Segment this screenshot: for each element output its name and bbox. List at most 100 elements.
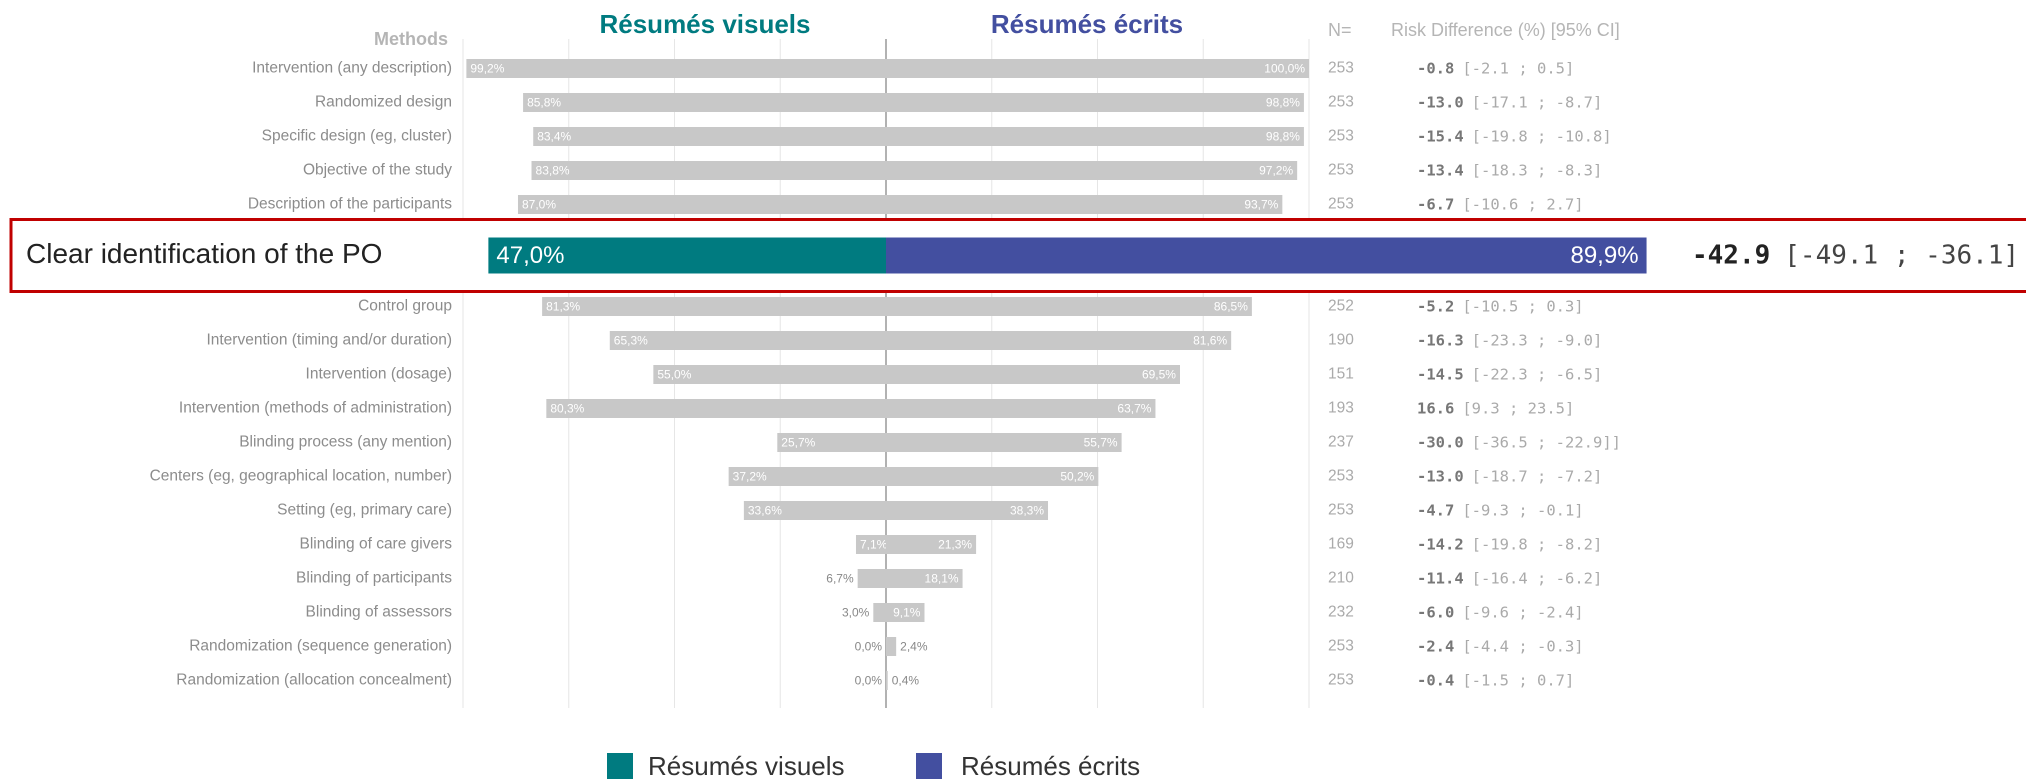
rd-ci: [-22.3 ; -6.5] (1472, 365, 1603, 383)
value-label: 80,3% (550, 402, 584, 416)
bar (886, 127, 1304, 146)
value-label: 100,0% (1264, 62, 1305, 76)
n-value: 237 (1328, 434, 1354, 451)
bar (873, 603, 886, 622)
category-label: Centers (eg, geographical location, numb… (150, 468, 452, 485)
value-label: 98,8% (1266, 130, 1300, 144)
value-label: 0,4% (892, 674, 920, 688)
bar (777, 433, 886, 452)
rd-ci: [-2.1 ; 0.5] (1462, 59, 1574, 77)
value-label: 0,0% (855, 640, 883, 654)
risk-difference: -30.0 [-36.5 ; -22.9]] (1417, 433, 1621, 451)
risk-difference: -0.4 [-1.5 ; 0.7] (1417, 671, 1574, 689)
n-value: 253 (1328, 502, 1354, 519)
bar (466, 59, 886, 78)
bar (523, 93, 886, 112)
value-label: 98,8% (1266, 96, 1300, 110)
category-label: Blinding of care givers (300, 536, 453, 553)
value-label: 81,6% (1193, 334, 1227, 348)
risk-difference: -11.4 [-16.4 ; -6.2] (1417, 569, 1602, 587)
n-value: 253 (1328, 128, 1354, 145)
bar (886, 365, 1180, 384)
rd-ci: [-18.7 ; -7.2] (1472, 467, 1603, 485)
category-label: Specific design (eg, cluster) (262, 128, 452, 145)
value-label: 7,1% (860, 538, 888, 552)
value-label: 9,1% (893, 606, 921, 620)
n-value: 253 (1328, 638, 1354, 655)
bar (488, 237, 886, 274)
value-label: 69,5% (1142, 368, 1176, 382)
n-value: 232 (1328, 604, 1354, 621)
category-label: Randomization (allocation concealment) (176, 672, 452, 689)
category-label: Randomized design (315, 94, 452, 111)
rd-value: 16.6 (1417, 399, 1454, 417)
bar (886, 59, 1309, 78)
n-value: 252 (1328, 298, 1354, 315)
value-label: 0,0% (855, 674, 883, 688)
rd-ci: [-16.4 ; -6.2] (1472, 569, 1603, 587)
value-label: 55,0% (657, 368, 691, 382)
value-label: 63,7% (1117, 402, 1151, 416)
rd-ci: [-9.6 ; -2.4] (1462, 603, 1583, 621)
bar (886, 671, 888, 690)
rd-header: Risk Difference (%) [95% CI] (1391, 20, 1620, 40)
value-label: 83,8% (536, 164, 570, 178)
rd-ci: [-36.5 ; -22.9]] (1472, 433, 1621, 451)
value-label: 37,2% (733, 470, 767, 484)
value-label: 97,2% (1259, 164, 1293, 178)
bar (743, 501, 886, 520)
n-header: N= (1328, 20, 1352, 40)
risk-difference: 16.6 [9.3 ; 23.5] (1417, 399, 1574, 417)
category-label: Randomization (sequence generation) (189, 638, 452, 655)
bar (886, 467, 1099, 486)
rd-ci: [-23.3 ; -9.0] (1472, 331, 1603, 349)
rd-value: -14.2 (1417, 535, 1464, 553)
bar (886, 399, 1156, 418)
value-label: 65,3% (614, 334, 648, 348)
rd-value: -11.4 (1417, 569, 1464, 587)
bar (886, 501, 1049, 520)
rd-value: -6.7 (1417, 195, 1454, 213)
bar (886, 93, 1304, 112)
risk-difference: -6.7 [-10.6 ; 2.7] (1417, 195, 1584, 213)
risk-difference: -0.8 [-2.1 ; 0.5] (1417, 59, 1574, 77)
rd-value: -13.4 (1417, 161, 1464, 179)
rd-value: -14.5 (1417, 365, 1464, 383)
rd-value: -0.4 (1417, 671, 1454, 689)
rd-ci: [-19.8 ; -8.2] (1472, 535, 1603, 553)
risk-difference: -13.0 [-17.1 ; -8.7] (1417, 93, 1602, 111)
rd-value: -15.4 (1417, 127, 1464, 145)
category-label: Clear identification of the PO (26, 238, 382, 269)
rd-ci: [-9.3 ; -0.1] (1462, 501, 1583, 519)
rd-ci: [9.3 ; 23.5] (1462, 399, 1574, 417)
legend-label: Résumés écrits (961, 751, 1140, 781)
risk-difference: -13.0 [-18.7 ; -7.2] (1417, 467, 1602, 485)
legend-swatch (607, 753, 633, 779)
n-value: 193 (1328, 400, 1354, 417)
bar (886, 637, 897, 656)
risk-difference: -15.4 [-19.8 ; -10.8] (1417, 127, 1612, 145)
value-label: 33,6% (748, 504, 782, 518)
category-label: Intervention (dosage) (306, 366, 452, 383)
n-value: 253 (1328, 162, 1354, 179)
category-label: Blinding of assessors (306, 604, 453, 621)
value-label: 93,7% (1244, 198, 1278, 212)
risk-difference: -2.4 [-4.4 ; -0.3] (1417, 637, 1584, 655)
series-title: Résumés visuels (599, 9, 810, 39)
value-label: 21,3% (938, 538, 972, 552)
bar (609, 331, 886, 350)
legend-label: Résumés visuels (648, 751, 845, 781)
value-label: 3,0% (842, 606, 870, 620)
bar (531, 161, 886, 180)
bar (533, 127, 886, 146)
category-label: Blinding process (any mention) (239, 434, 452, 451)
rd-value: -42.9 (1692, 240, 1770, 270)
rd-ci: [-1.5 ; 0.7] (1462, 671, 1574, 689)
category-label: Intervention (any description) (252, 60, 452, 77)
n-value: 151 (1328, 366, 1354, 383)
risk-difference: -5.2 [-10.5 ; 0.3] (1417, 297, 1584, 315)
risk-difference: -4.7 [-9.3 ; -0.1] (1417, 501, 1584, 519)
n-value: 253 (1328, 60, 1354, 77)
risk-difference: -13.4 [-18.3 ; -8.3] (1417, 161, 1602, 179)
